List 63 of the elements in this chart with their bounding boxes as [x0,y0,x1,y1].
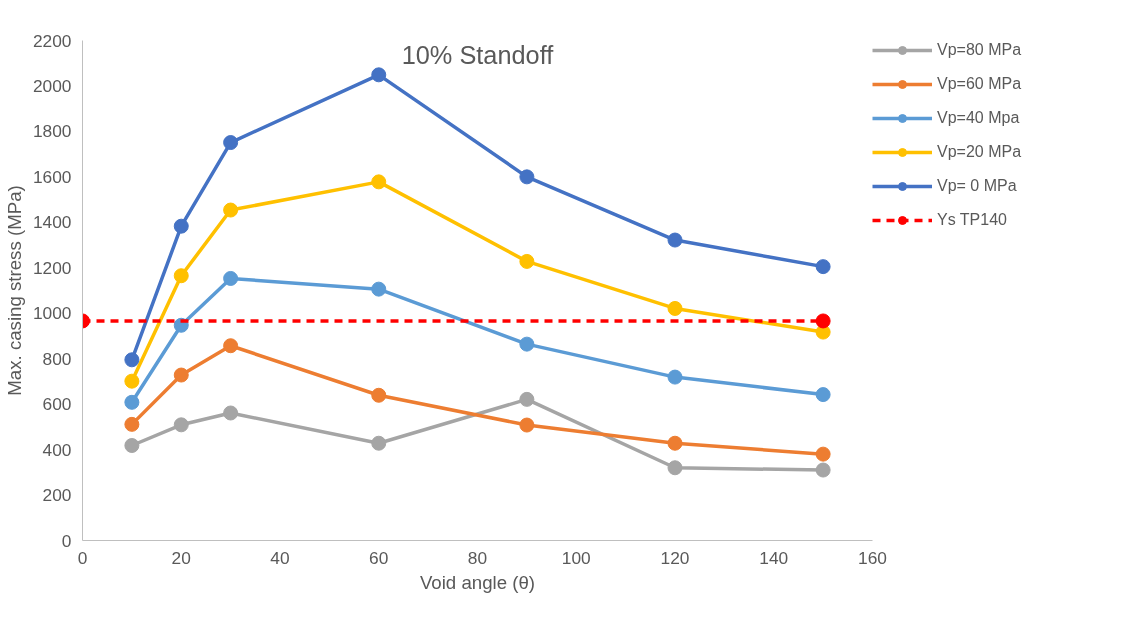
point [223,338,239,354]
point [173,218,189,234]
chart-title: 10% Standoff [401,40,555,69]
point [519,391,535,407]
y-tick-label: 200 [42,485,72,506]
point [173,367,189,383]
x-tick-label: 60 [369,547,389,568]
x-tick-label: 160 [858,547,887,568]
point [371,67,387,83]
y-tick-label: 1400 [32,212,72,233]
y-tick-label: 0 [61,530,72,551]
point [667,232,683,248]
y-tick-label: 1200 [32,257,72,278]
point [519,253,535,269]
point [173,268,189,284]
y-tick-label: 2000 [32,75,72,96]
point [371,387,387,403]
legend-label: Ys TP140 [937,211,1008,229]
x-axis-title: Void angle (θ) [419,571,536,593]
y-tick-label: 1800 [32,121,72,142]
y-tick-label: 2200 [32,30,72,51]
legend-label: Vp=80 MPa [937,41,1023,59]
y-tick-label: 600 [42,394,72,415]
point [519,336,535,352]
point [667,435,683,451]
y-tick-label: 1000 [32,303,72,324]
point [667,369,683,385]
point [667,300,683,316]
point [124,394,140,410]
point [124,416,140,432]
x-tick-label: 0 [77,547,88,568]
legend-label: Vp= 0 MPa [937,177,1018,195]
point [815,446,831,462]
y-axis-title: Max. casing stress (MPa) [3,185,25,396]
point [667,460,683,476]
point [815,462,831,478]
x-tick-label: 40 [270,547,290,568]
x-tick-label: 80 [467,547,488,568]
legend-label: Vp=40 Mpa [937,109,1021,127]
point [124,352,140,368]
point [815,259,831,275]
point [519,417,535,433]
x-tick-label: 20 [171,547,191,568]
point [124,373,140,389]
legend-label: Vp=20 MPa [937,143,1023,161]
y-tick-label: 1600 [32,166,72,187]
point [223,135,239,151]
point [124,438,140,453]
point [371,281,387,297]
x-tick-label: 140 [759,547,789,568]
point [223,202,239,218]
point [223,270,239,286]
point [173,417,189,433]
y-tick-label: 400 [42,439,72,460]
point [371,174,387,190]
point [371,435,387,451]
point [223,405,239,421]
x-tick-label: 100 [561,547,591,568]
y-tick-label: 800 [42,348,72,369]
legend-label: Vp=60 MPa [937,75,1023,93]
x-tick-label: 120 [660,547,690,568]
point [815,387,831,403]
point [519,169,535,185]
